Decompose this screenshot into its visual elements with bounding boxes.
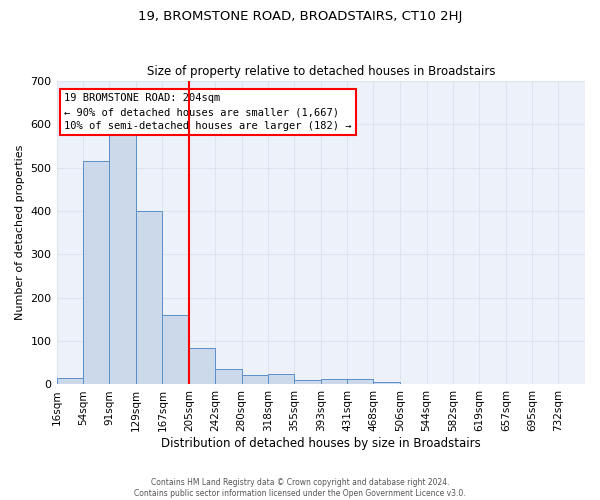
Bar [242,375,268,384]
Y-axis label: Number of detached properties: Number of detached properties [15,145,25,320]
Bar [347,379,373,384]
Bar [294,380,321,384]
Bar [321,379,347,384]
Bar [136,211,163,384]
Title: Size of property relative to detached houses in Broadstairs: Size of property relative to detached ho… [146,66,495,78]
Bar [268,374,294,384]
Bar [189,348,215,385]
Bar [215,370,242,384]
Bar [56,378,83,384]
Text: Contains HM Land Registry data © Crown copyright and database right 2024.
Contai: Contains HM Land Registry data © Crown c… [134,478,466,498]
Text: 19 BROMSTONE ROAD: 204sqm
← 90% of detached houses are smaller (1,667)
10% of se: 19 BROMSTONE ROAD: 204sqm ← 90% of detac… [64,93,352,131]
Bar [83,161,109,384]
Bar [373,382,400,384]
X-axis label: Distribution of detached houses by size in Broadstairs: Distribution of detached houses by size … [161,437,481,450]
Bar [163,315,189,384]
Bar [109,128,136,384]
Text: 19, BROMSTONE ROAD, BROADSTAIRS, CT10 2HJ: 19, BROMSTONE ROAD, BROADSTAIRS, CT10 2H… [138,10,462,23]
